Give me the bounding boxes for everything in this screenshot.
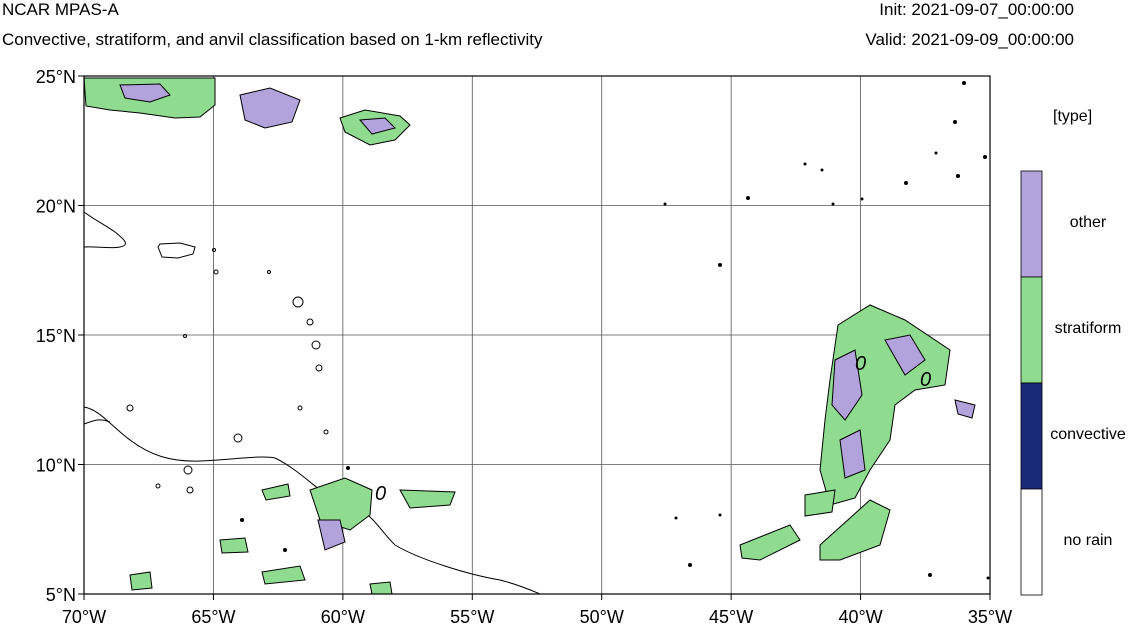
- contour-label: 0: [920, 369, 931, 391]
- lon-label: 65°W: [191, 607, 235, 627]
- lat-label: 15°N: [36, 326, 76, 346]
- lat-label: 25°N: [36, 67, 76, 87]
- contour-label: 0: [375, 483, 386, 505]
- lat-label: 10°N: [36, 456, 76, 476]
- colorbar-label: other: [1069, 214, 1107, 231]
- map-subtitle: Convective, stratiform, and anvil classi…: [2, 30, 543, 49]
- lat-label: 5°N: [46, 585, 76, 605]
- colorbar-label: stratiform: [1054, 320, 1122, 337]
- colorbar: [1020, 170, 1043, 596]
- latitude-ticks: 25°N 20°N 15°N 10°N 5°N: [36, 67, 84, 605]
- colorbar-swatch-no-rain: [1020, 488, 1043, 596]
- colorbar-swatch-convective: [1020, 382, 1043, 490]
- lon-label: 40°W: [838, 607, 882, 627]
- colorbar-label: convective: [1050, 426, 1126, 443]
- precipitation-cells: [84, 77, 976, 594]
- lon-label: 35°W: [968, 607, 1012, 627]
- init-time: Init: 2021-09-07_00:00:00: [879, 0, 1074, 19]
- lat-label: 20°N: [36, 197, 76, 217]
- colorbar-swatch-stratiform: [1020, 276, 1043, 384]
- lon-label: 70°W: [62, 607, 106, 627]
- lon-label: 50°W: [580, 607, 624, 627]
- lon-label: 45°W: [709, 607, 753, 627]
- lon-label: 55°W: [450, 607, 494, 627]
- rain-dots: [240, 81, 990, 580]
- colorbar-title: [type]: [1053, 108, 1093, 125]
- lon-label: 60°W: [321, 607, 365, 627]
- contour-label: 0: [855, 353, 866, 375]
- valid-time: Valid: 2021-09-09_00:00:00: [865, 30, 1074, 49]
- longitude-ticks: 70°W 65°W 60°W 55°W 50°W 45°W 40°W 35°W: [62, 594, 1012, 627]
- contour-lines: [126, 248, 329, 494]
- map-title: NCAR MPAS-A: [2, 0, 119, 19]
- colorbar-label: no rain: [1063, 532, 1113, 549]
- coastline: [84, 211, 541, 594]
- colorbar-swatch-other: [1020, 170, 1043, 278]
